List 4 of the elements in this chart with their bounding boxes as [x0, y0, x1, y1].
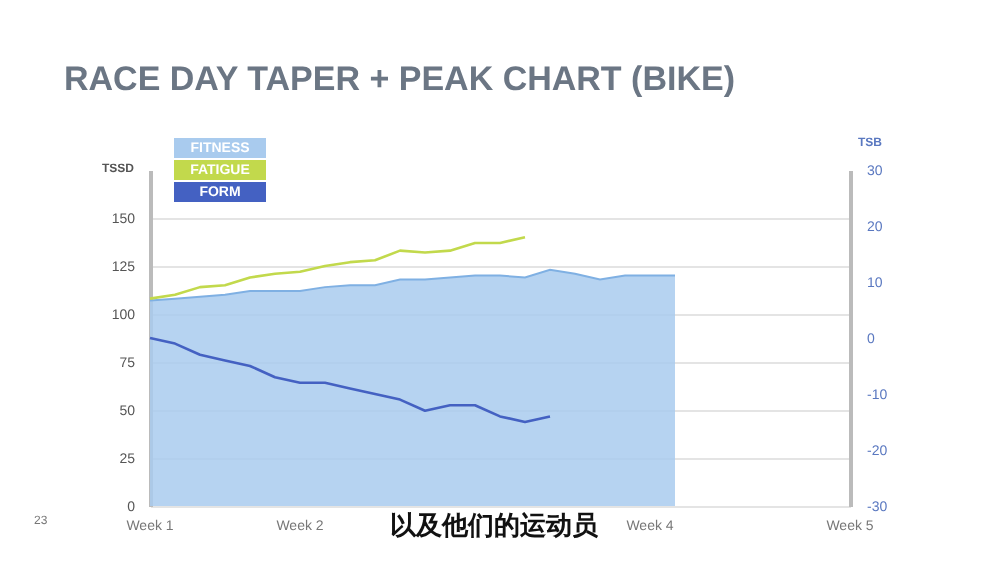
text: 以及他们的运动员	[390, 510, 600, 542]
line-series	[148, 336, 552, 424]
line-series	[148, 235, 527, 300]
chart-title: RACE DAY TAPER + PEAK CHART (BIKE)	[64, 60, 735, 98]
